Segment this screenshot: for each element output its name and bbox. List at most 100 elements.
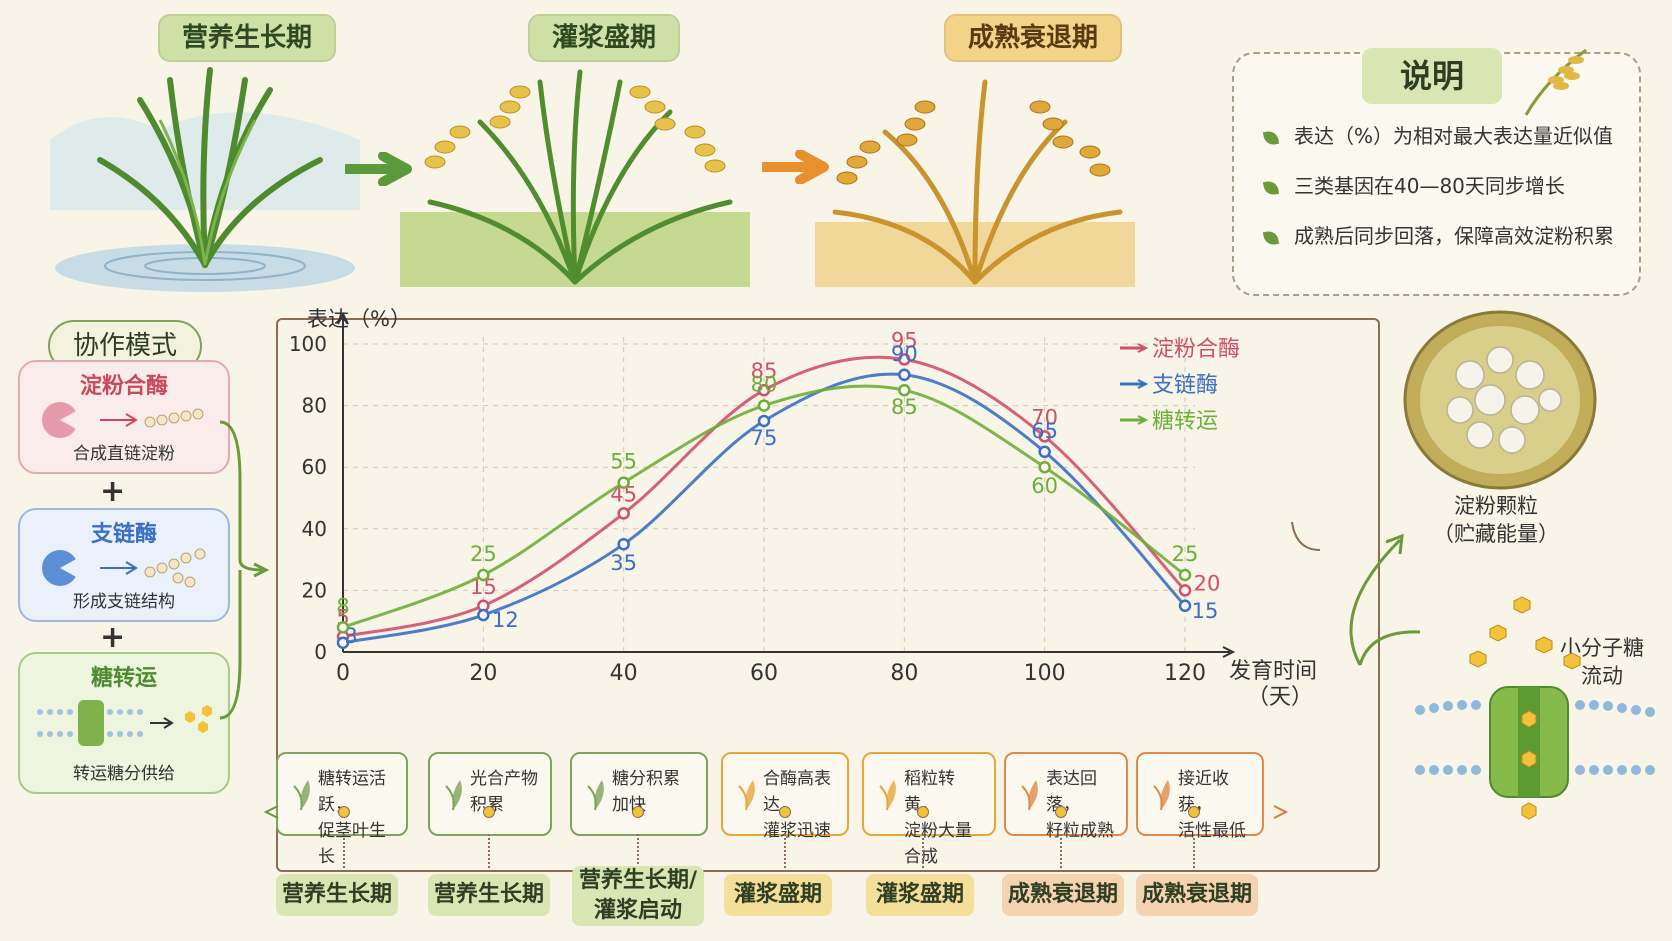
bottom-stage-line1: 灌浆盛期 [875,882,964,907]
explanation-item: 表达（%）为相对最大表达量近似值 [1262,120,1613,149]
x-tick-label: 40 [610,661,638,686]
data-point [477,568,490,582]
bottom-stage-tag: 营养生长期/灌浆启动 [572,866,704,926]
mode-card-title: 糖转运 [90,666,157,691]
timeline-arrow [264,805,1289,819]
y-tick-label: 20 [302,578,327,602]
mode-card-branching-enzyme: 支链酶 形成支链结构 [18,508,230,622]
enzyme-chain-icon [42,402,204,438]
data-label: 70 [1031,405,1058,429]
data-label: 25 [470,542,497,566]
explanation-item: 三类基因在40—80天同步增长 [1262,170,1565,199]
x-tick-label: 100 [1024,661,1066,686]
data-point [898,383,911,397]
stage-note-line1: 稻粒转黄， [904,769,955,815]
mode-card-subtitle: 形成支链结构 [73,592,175,612]
timeline-connector [343,834,345,872]
data-point [1038,445,1051,459]
data-label: 85 [891,395,918,419]
explanation-title: 说明 [1362,48,1502,104]
chart-frame [276,318,1380,872]
timeline-connector [488,834,490,872]
data-label: 20 [1194,571,1221,595]
data-point [757,383,771,397]
bottom-stage-line1: 成熟衰退期 [1141,882,1252,907]
stage-note-line1: 糖分积累 [612,769,680,789]
legend-entry: 糖转运 [1152,409,1218,434]
y-axis-label: 表达（%） [307,307,411,331]
data-label: 65 [1031,419,1058,443]
stage-note-box: 光合产物 积累 [428,752,552,836]
bottom-stage-line1: 灌浆盛期 [733,882,822,907]
stage-note-icon [1153,780,1170,811]
small-sugar-label: 小分子糖 流动 [1560,636,1644,688]
stage-note-line2: 促茎叶生长 [318,821,386,867]
x-tick-label: 120 [1164,661,1206,686]
enzyme-branch-icon [42,548,206,588]
data-label: 60 [1031,474,1058,498]
data-point [1178,568,1192,582]
stage-note-line2: 积累 [470,795,504,815]
rice-ear-icon [1524,48,1587,116]
stage-note-icon [738,780,755,811]
stage-note-box: 稻粒转黄， 淀粉大量合成 [862,752,996,867]
data-point [617,537,630,551]
stage-note-icon [293,780,310,811]
stage-note-line2: 淀粉大量合成 [904,821,972,867]
data-label: 35 [610,551,637,575]
stage-note-line2: 籽粒成熟 [1046,821,1114,841]
bottom-stage-tag: 营养生长期 [428,874,550,916]
mode-card-starch-synthase: 淀粉合酶 合成直链淀粉 [18,360,230,474]
data-label: 95 [891,328,918,352]
data-label: 80 [751,373,778,397]
leaf-icon [1262,129,1280,146]
mode-card-sugar-transport: 糖转运 转运糖分供给 [18,652,230,794]
stage-note-box: 糖转运活跃， 促茎叶生长 [276,752,408,867]
bottom-stage-line1: 营养生长期 [433,882,544,907]
stage-note-line1: 光合产物 [470,769,538,789]
explanation-item: 成熟后同步回落，保障高效淀粉积累 [1262,220,1614,249]
bottom-stage-tag: 灌浆盛期 [724,874,832,916]
y-tick-label: 40 [302,517,327,541]
stage-note-line2: 灌浆迅速 [763,821,831,841]
mature-rice-plant-illustration [815,79,1135,287]
stage-tag-vegetative: 营养生长期 [158,14,337,62]
stage-tag-grain-filling: 灌浆盛期 [528,14,681,62]
data-point [336,636,350,650]
timeline-connector [1060,834,1062,872]
stage-note-line1: 接近收获， [1178,769,1229,815]
legend-entry: 支链酶 [1152,373,1218,398]
bottom-stage-tag: 成熟衰退期 [1002,874,1124,916]
legend-swatch-arrow [1137,343,1149,353]
data-label: 90 [891,342,918,366]
data-point [898,353,911,366]
bottom-stage-line2: 灌浆启动 [593,898,682,923]
data-label: 25 [1172,542,1199,566]
data-point [757,414,771,428]
explanation-box: 说明 表达（%）为相对最大表达量近似值 三类基因在40—80天同步增长 成熟后同… [1232,48,1641,296]
y-axis-arrow [337,311,349,325]
y-tick-label: 60 [302,455,327,479]
leaf-icon [1262,179,1280,196]
plus-sign: + [100,620,126,655]
data-point [1038,430,1051,443]
starch-granule-label: 淀粉颗粒 （贮藏能量） [1433,494,1559,546]
data-point [617,476,630,489]
data-label: 85 [751,359,778,383]
stage-tag-maturity: 成熟衰退期 [944,14,1123,62]
timeline-connector [1193,834,1195,872]
stage-note-icon [587,780,604,811]
bottom-stage-tag: 灌浆盛期 [866,874,974,916]
data-label: 8 [336,594,349,618]
expression-line-chart: 0 20 40 60 80 100 0 20 40 60 80 100 120 表达（%） 发育时间（天） 5… [289,307,1317,710]
x-axis-arrow [1222,646,1236,658]
data-label: 75 [751,426,778,450]
data-point [757,399,771,412]
stage-note-box: 合酶高表达， 灌浆迅速 [721,752,849,841]
data-point [477,608,490,622]
bottom-stage-tag: 营养生长期 [276,874,398,916]
starch-granule-illustration [1403,310,1597,490]
stage-note-box: 接近收获， 活性最低 [1136,752,1264,841]
y-tick-label: 80 [302,394,327,418]
stage-note-icon [879,780,896,811]
